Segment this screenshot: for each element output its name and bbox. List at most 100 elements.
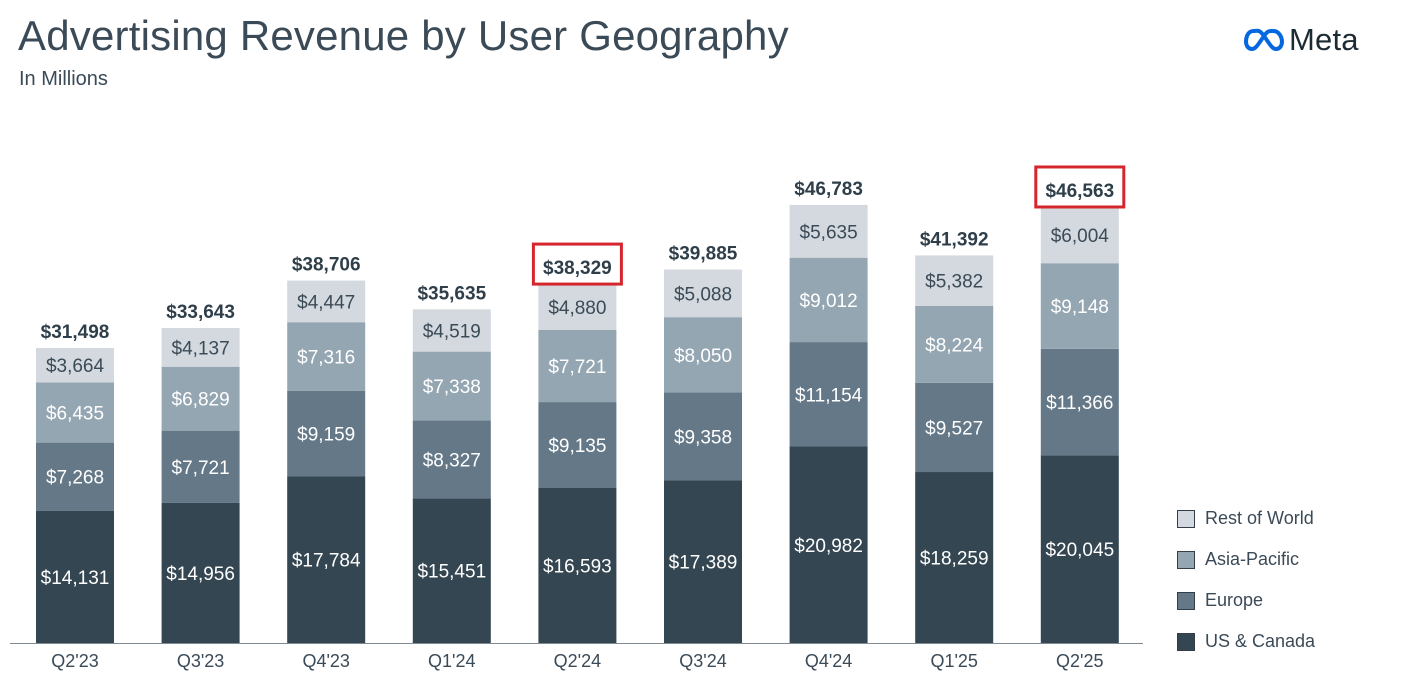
total-label: $38,329 bbox=[543, 258, 612, 279]
data-label-asia-pacific: $9,148 bbox=[1051, 297, 1109, 318]
data-label-asia-pacific: $6,829 bbox=[172, 390, 230, 411]
data-label-europe: $8,327 bbox=[423, 450, 481, 471]
bar-segment-europe bbox=[1040, 348, 1119, 456]
data-label-us-canada: $14,956 bbox=[166, 564, 235, 585]
total-label: $33,643 bbox=[166, 302, 235, 323]
data-label-rest-of-world: $3,664 bbox=[46, 356, 105, 377]
data-label-rest-of-world: $4,519 bbox=[423, 321, 481, 342]
bar-segment-us-canada bbox=[161, 502, 240, 643]
data-label-us-canada: $14,131 bbox=[41, 568, 110, 589]
data-label-europe: $9,358 bbox=[674, 427, 732, 448]
bar-segment-rest-of-world bbox=[789, 204, 868, 258]
meta-logo-text: Meta bbox=[1289, 22, 1359, 57]
bar-segment-asia-pacific bbox=[412, 351, 491, 421]
bar-segment-us-canada bbox=[412, 498, 491, 643]
total-label: $46,783 bbox=[794, 179, 863, 200]
x-tick-label: Q2'25 bbox=[1056, 651, 1103, 671]
data-label-us-canada: $18,259 bbox=[920, 549, 989, 570]
data-label-europe: $9,527 bbox=[925, 418, 983, 439]
bar-segment-europe bbox=[915, 382, 994, 473]
chart-legend: Rest of World Asia-Pacific Europe US & C… bbox=[1177, 498, 1315, 662]
bar-segment-europe bbox=[789, 342, 868, 447]
legend-swatch-rest-of-world bbox=[1177, 509, 1195, 528]
bar-segment-europe bbox=[412, 420, 491, 499]
legend-label: Europe bbox=[1205, 590, 1264, 610]
bar-segment-rest-of-world bbox=[287, 280, 366, 323]
bar-segment-asia-pacific bbox=[664, 317, 742, 393]
legend-item-asia-pacific: Asia-Pacific bbox=[1177, 539, 1315, 580]
data-label-rest-of-world: $5,088 bbox=[674, 284, 732, 305]
data-label-us-canada: $17,784 bbox=[292, 551, 361, 572]
data-label-rest-of-world: $6,004 bbox=[1051, 226, 1110, 247]
data-label-rest-of-world: $5,382 bbox=[925, 272, 983, 293]
x-tick-label: Q2'23 bbox=[51, 651, 98, 671]
bar-segment-us-canada bbox=[538, 487, 617, 643]
data-label-europe: $9,159 bbox=[297, 425, 355, 446]
data-label-asia-pacific: $9,012 bbox=[800, 291, 858, 312]
stacked-bar-chart: $14,131 $7,268 $6,435 $3,664 $31,498 Q2'23 $14… bbox=[10, 165, 1143, 671]
legend-label: US & Canada bbox=[1205, 631, 1316, 651]
data-label-asia-pacific: $7,721 bbox=[548, 357, 606, 378]
bar-segment-europe bbox=[664, 392, 742, 481]
legend-label: Rest of World bbox=[1205, 508, 1314, 528]
legend-item-us-canada: US & Canada bbox=[1177, 621, 1315, 662]
x-tick-label: Q4'24 bbox=[805, 651, 852, 671]
bar-segment-rest-of-world bbox=[664, 269, 742, 318]
bar-segment-us-canada bbox=[915, 472, 994, 643]
meta-infinity-icon bbox=[1244, 28, 1284, 51]
bar-segment-asia-pacific bbox=[1040, 263, 1119, 349]
bar-segment-asia-pacific bbox=[915, 305, 994, 383]
bar-segment-rest-of-world bbox=[1040, 206, 1119, 264]
bar-segment-rest-of-world bbox=[915, 255, 994, 306]
bar-segment-europe bbox=[36, 442, 114, 511]
legend-item-europe: Europe bbox=[1177, 580, 1315, 621]
page-title: Advertising Revenue by User Geography bbox=[18, 12, 789, 59]
bar-segment-rest-of-world bbox=[538, 284, 617, 330]
data-label-asia-pacific: $6,435 bbox=[46, 403, 104, 424]
total-label: $31,498 bbox=[41, 322, 110, 343]
legend-label: Asia-Pacific bbox=[1205, 549, 1300, 569]
total-label: $46,563 bbox=[1045, 181, 1114, 202]
bar-segment-asia-pacific bbox=[789, 257, 868, 343]
data-label-asia-pacific: $8,050 bbox=[674, 346, 732, 367]
data-label-asia-pacific: $8,224 bbox=[925, 335, 984, 356]
data-label-rest-of-world: $5,635 bbox=[800, 222, 858, 243]
total-label: $41,392 bbox=[920, 229, 989, 250]
data-label-europe: $9,135 bbox=[548, 436, 606, 457]
bar-segment-asia-pacific bbox=[161, 366, 240, 431]
highlight-box bbox=[1034, 165, 1126, 209]
data-label-asia-pacific: $7,316 bbox=[297, 347, 355, 368]
legend-swatch-europe bbox=[1177, 591, 1195, 610]
data-label-rest-of-world: $4,880 bbox=[548, 298, 606, 319]
bar-segment-us-canada bbox=[1040, 455, 1119, 643]
data-label-us-canada: $15,451 bbox=[417, 562, 486, 583]
data-label-rest-of-world: $4,137 bbox=[172, 338, 230, 359]
data-label-us-canada: $20,045 bbox=[1045, 540, 1114, 561]
total-label: $39,885 bbox=[669, 244, 738, 265]
legend-swatch-us-canada bbox=[1177, 632, 1195, 651]
bar-segment-europe bbox=[287, 390, 366, 477]
x-tick-label: Q3'24 bbox=[679, 651, 726, 671]
x-tick-label: Q2'24 bbox=[554, 651, 601, 671]
bar-segment-us-canada bbox=[36, 510, 114, 643]
bar-segment-europe bbox=[538, 402, 617, 488]
bar-segment-asia-pacific bbox=[287, 322, 366, 391]
data-label-us-canada: $17,389 bbox=[669, 553, 738, 574]
bar-segment-asia-pacific bbox=[538, 329, 617, 403]
data-label-us-canada: $16,593 bbox=[543, 556, 612, 577]
highlight-box bbox=[531, 242, 623, 286]
page-subtitle: In Millions bbox=[19, 68, 108, 90]
data-label-europe: $11,366 bbox=[1046, 393, 1113, 414]
data-label-europe: $7,268 bbox=[46, 468, 104, 489]
data-label-europe: $11,154 bbox=[795, 385, 863, 406]
legend-item-rest-of-world: Rest of World bbox=[1177, 498, 1315, 539]
data-label-rest-of-world: $4,447 bbox=[297, 292, 355, 313]
bar-segment-us-canada bbox=[789, 446, 868, 643]
meta-logo: Meta bbox=[1243, 22, 1359, 58]
x-tick-label: Q1'24 bbox=[428, 651, 475, 671]
total-label: $35,635 bbox=[417, 283, 486, 304]
bar-segment-us-canada bbox=[287, 476, 366, 643]
bar-segment-us-canada bbox=[664, 480, 742, 643]
x-tick-label: Q3'23 bbox=[177, 651, 224, 671]
data-label-europe: $7,721 bbox=[172, 458, 230, 479]
